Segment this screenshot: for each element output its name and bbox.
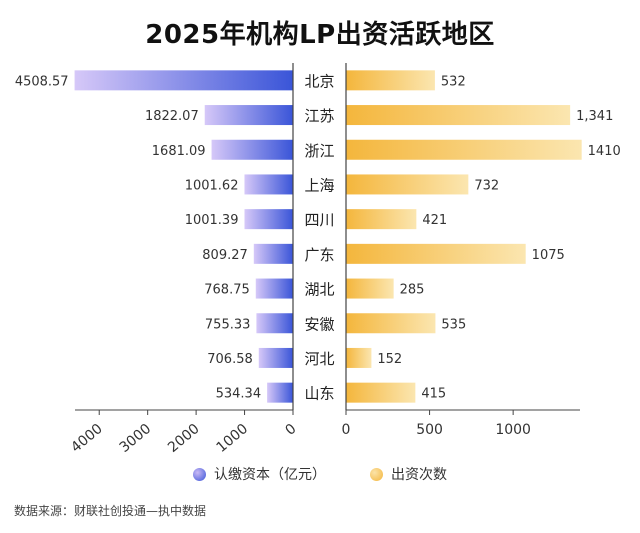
- data-label-count-7: 535: [441, 317, 466, 332]
- category-label-1: 江苏: [304, 107, 334, 125]
- tick-label-count-1: 500: [416, 422, 443, 438]
- legend-swatch-capital: [193, 467, 206, 481]
- category-label-2: 浙江: [304, 142, 334, 160]
- source-note: 数据来源：财联社创投通—执中数据: [14, 504, 207, 518]
- legend-label-capital: 认缴资本（亿元）: [214, 467, 326, 483]
- tick-label-capital-1: 3000: [117, 421, 155, 456]
- bar-count-9: [346, 382, 416, 403]
- bar-count-5: [346, 243, 526, 264]
- bar-capital-0: [74, 70, 293, 91]
- data-label-count-6: 285: [400, 283, 425, 298]
- legend-item-count: 出资次数: [370, 464, 447, 484]
- tick-label-count-2: 1000: [495, 422, 531, 438]
- data-label-count-0: 532: [441, 74, 466, 89]
- bar-capital-9: [267, 382, 293, 403]
- bar-count-7: [346, 313, 436, 334]
- category-label-6: 湖北: [304, 281, 334, 299]
- data-label-count-9: 415: [421, 387, 446, 402]
- data-label-count-3: 732: [474, 178, 499, 193]
- data-label-capital-5: 809.27: [202, 248, 248, 263]
- bar-count-0: [346, 70, 435, 91]
- data-label-capital-3: 1001.62: [185, 178, 239, 193]
- legend: 认缴资本（亿元） 出资次数: [0, 464, 640, 484]
- bar-count-8: [346, 347, 372, 368]
- tick-label-capital-3: 1000: [214, 421, 252, 456]
- data-label-capital-0: 4508.57: [15, 74, 69, 89]
- bar-count-1: [346, 105, 571, 126]
- category-label-0: 北京: [304, 72, 334, 90]
- bar-capital-8: [258, 347, 293, 368]
- tick-label-capital-2: 2000: [165, 421, 203, 456]
- legend-label-count: 出资次数: [391, 467, 447, 483]
- data-label-count-5: 1075: [532, 248, 565, 263]
- bar-count-3: [346, 174, 469, 195]
- bar-count-4: [346, 209, 417, 230]
- data-label-capital-1: 1822.07: [145, 109, 199, 124]
- bar-capital-7: [256, 313, 293, 334]
- bar-capital-2: [211, 139, 293, 160]
- data-label-count-4: 421: [422, 213, 447, 228]
- bar-capital-1: [204, 105, 293, 126]
- tick-label-capital-4: 0: [282, 421, 299, 439]
- data-label-count-1: 1,341: [576, 109, 613, 124]
- bar-capital-4: [244, 209, 293, 230]
- category-label-9: 山东: [304, 385, 334, 403]
- category-label-7: 安徽: [304, 315, 334, 333]
- tick-label-capital-0: 4000: [68, 421, 106, 456]
- data-label-capital-4: 1001.39: [185, 213, 239, 228]
- category-label-5: 广东: [304, 246, 334, 264]
- data-label-capital-2: 1681.09: [152, 144, 206, 159]
- category-label-4: 四川: [304, 211, 334, 229]
- legend-item-capital: 认缴资本（亿元）: [193, 464, 326, 484]
- category-label-8: 河北: [304, 350, 334, 368]
- bar-count-6: [346, 278, 394, 299]
- data-label-count-2: 1410: [588, 144, 621, 159]
- data-label-capital-8: 706.58: [207, 352, 253, 367]
- chart-title: 2025年机构LP出资活跃地区: [145, 20, 495, 50]
- butterfly-bar-chart: 4000 3000 2000 1000 0 0 500 1000 4508.57 532 北京 18…: [15, 63, 621, 456]
- category-label-3: 上海: [304, 176, 334, 194]
- tick-label-count-0: 0: [342, 422, 351, 438]
- bar-capital-6: [255, 278, 293, 299]
- data-label-count-8: 152: [377, 352, 402, 367]
- bar-capital-5: [253, 243, 293, 264]
- data-label-capital-6: 768.75: [204, 283, 250, 298]
- bar-count-2: [346, 139, 582, 160]
- bar-capital-3: [244, 174, 293, 195]
- data-label-capital-7: 755.33: [205, 317, 251, 332]
- legend-swatch-count: [370, 467, 383, 481]
- data-label-capital-9: 534.34: [216, 387, 262, 402]
